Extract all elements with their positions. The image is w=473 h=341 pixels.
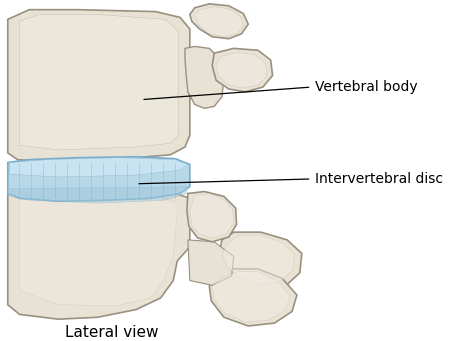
Polygon shape [19,15,178,150]
Polygon shape [8,192,190,319]
Polygon shape [212,272,290,322]
Polygon shape [8,10,190,163]
Polygon shape [10,158,188,177]
Polygon shape [185,46,224,108]
Polygon shape [219,232,302,288]
Polygon shape [210,269,297,326]
Polygon shape [187,192,236,242]
Polygon shape [216,52,267,88]
Polygon shape [222,235,295,284]
Text: Intervertebral disc: Intervertebral disc [315,172,443,186]
Polygon shape [212,48,272,92]
Polygon shape [195,7,244,37]
Text: Vertebral body: Vertebral body [315,80,418,94]
Polygon shape [8,187,187,203]
Polygon shape [188,240,234,285]
Polygon shape [190,4,248,39]
Polygon shape [190,193,234,238]
Text: Lateral view: Lateral view [65,325,159,340]
Polygon shape [19,195,178,306]
Polygon shape [8,157,190,201]
